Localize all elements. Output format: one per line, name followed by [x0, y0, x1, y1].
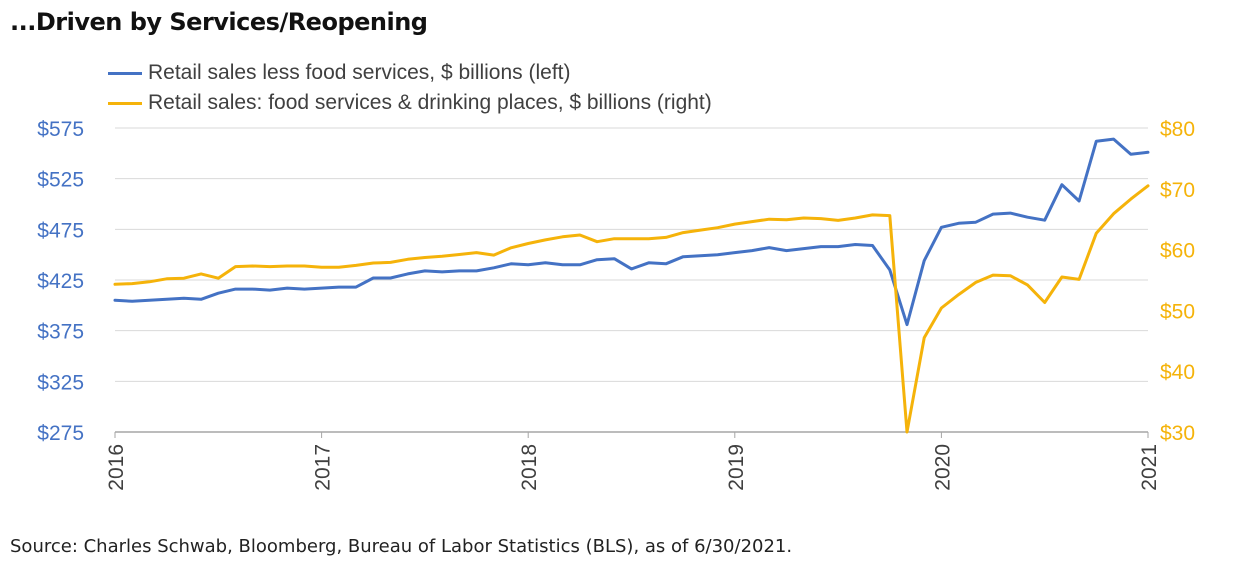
right-tick-label: $60 — [1160, 240, 1195, 263]
right-tick-label: $40 — [1160, 361, 1195, 384]
right-tick-label: $50 — [1160, 300, 1195, 323]
x-tick-label: 2018 — [518, 444, 541, 491]
gridlines — [115, 127, 1148, 433]
series-line-food-services — [113, 184, 1150, 434]
legend-label-right: Retail sales: food services & drinking p… — [148, 91, 712, 114]
series-line-retail-less-food — [113, 137, 1150, 327]
x-tick-label: 2016 — [105, 444, 128, 491]
right-tick-label: $30 — [1160, 422, 1195, 445]
legend-swatch-right — [108, 101, 142, 105]
left-tick-label: $325 — [37, 371, 84, 394]
x-tick-label: 2021 — [1138, 444, 1161, 491]
x-tick-label: 2019 — [725, 444, 748, 491]
left-tick-label: $275 — [37, 422, 84, 445]
x-axis-ticks: 2016 2017 2018 2019 2020 2021 — [105, 432, 1161, 491]
x-tick-label: 2020 — [931, 444, 954, 491]
left-tick-label: $525 — [37, 169, 84, 192]
legend-label-left: Retail sales less food services, $ billi… — [148, 61, 571, 84]
left-tick-label: $375 — [37, 321, 84, 344]
right-axis-ticks: $30 $40 $50 $60 $70 $80 — [1160, 118, 1195, 445]
legend: Retail sales less food services, $ billi… — [108, 58, 712, 118]
right-tick-label: $80 — [1160, 118, 1195, 141]
x-tick-label: 2017 — [312, 444, 335, 491]
left-tick-label: $475 — [37, 219, 84, 242]
left-tick-label: $575 — [37, 118, 84, 141]
right-tick-label: $70 — [1160, 179, 1195, 202]
chart-title: ...Driven by Services/Reopening — [10, 8, 428, 36]
left-axis-ticks: $275 $325 $375 $425 $475 $525 $575 — [37, 118, 84, 445]
series-lines — [113, 137, 1150, 434]
legend-item-food-services: Retail sales: food services & drinking p… — [108, 88, 712, 118]
legend-swatch-left — [108, 71, 142, 75]
legend-item-retail-less-food: Retail sales less food services, $ billi… — [108, 58, 712, 88]
source-note: Source: Charles Schwab, Bloomberg, Burea… — [10, 536, 793, 557]
left-tick-label: $425 — [37, 270, 84, 293]
